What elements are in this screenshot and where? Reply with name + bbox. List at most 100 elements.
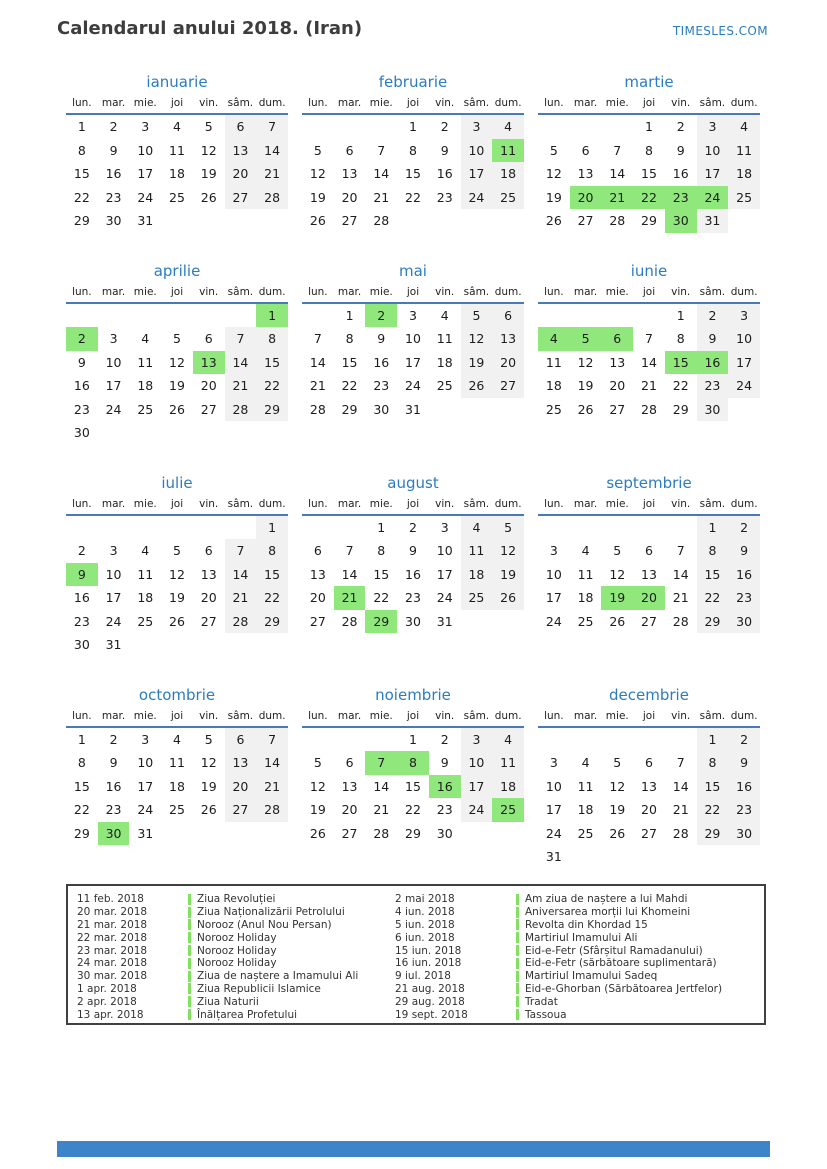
day-cell: 15 <box>256 350 288 374</box>
day-cell: 22 <box>672 378 689 393</box>
weekday-header: vin. <box>671 709 691 722</box>
day-cell: 18 <box>436 354 453 370</box>
day-cell: 7 <box>256 115 288 139</box>
day-cell: 27 <box>341 825 358 841</box>
weekday-header: mie. <box>369 497 393 510</box>
day-cell: 3 <box>440 519 449 535</box>
day-cell: 7 <box>377 142 386 158</box>
day-cell: 31 <box>405 401 421 417</box>
empty-cell <box>161 516 193 540</box>
day-cell: 4 <box>141 543 150 558</box>
holiday-marker-icon <box>516 932 519 944</box>
weekday-header: mar. <box>573 497 598 510</box>
day-cell: 24 <box>137 189 154 205</box>
day-cell: 10 <box>105 566 122 582</box>
day-cell: 8 <box>345 331 354 346</box>
holiday-day-cell: 13 <box>192 350 225 374</box>
weekday-header: vin. <box>671 285 691 298</box>
month-title: decembrie <box>609 685 689 704</box>
day-cell: 21 <box>641 378 657 393</box>
day-cell: 26 <box>200 189 217 205</box>
day-cell: 27 <box>641 825 657 841</box>
month-days: 1 2 3 4 5 6 7 8 9 10 11 12 13 14 15 16 17 18 19 20 21 22 23 24 2… <box>538 115 760 233</box>
legend-label: Ziua Revoluției <box>188 893 275 905</box>
weekday-header: mar. <box>101 709 126 722</box>
day-cell: 22 <box>73 189 90 205</box>
day-cell: 25 <box>436 378 453 393</box>
day-cell: 25 <box>728 185 760 209</box>
day-cell: 27 <box>224 798 257 822</box>
day-cell: 25 <box>137 613 154 629</box>
day-cell: 14 <box>224 350 257 374</box>
day-cell: 25 <box>492 185 524 209</box>
day-cell: 20 <box>341 802 358 817</box>
weekday-header: mie. <box>369 285 393 298</box>
weekday-header-row: lun. mar. mie. joi vin. sâm. dum. <box>302 709 524 728</box>
weekday-header: mie. <box>605 97 629 109</box>
day-cell: 26 <box>609 613 626 629</box>
day-cell: 30 <box>105 213 122 228</box>
weekday-header: mie. <box>133 497 157 510</box>
holiday-day-cell: 16 <box>696 350 729 374</box>
day-cell: 27 <box>224 185 257 209</box>
day-cell: 25 <box>545 401 562 417</box>
holiday-day-cell: 21 <box>601 185 634 209</box>
site-link[interactable]: TIMESLES.COM <box>672 24 768 38</box>
day-cell: 18 <box>169 778 185 794</box>
day-cell: 2 <box>440 119 449 134</box>
day-cell: 8 <box>676 331 685 346</box>
day-cell: 31 <box>137 825 154 841</box>
legend-holiday-name: Ziua de naștere a Imamului Ali <box>197 970 359 983</box>
weekday-header: sâm. <box>463 285 490 298</box>
day-cell: 13 <box>341 166 358 181</box>
empty-cell <box>66 516 98 540</box>
weekday-header: vin. <box>199 97 219 109</box>
day-cell: 21 <box>256 774 288 798</box>
legend-date: 11 feb. 2018 <box>77 893 144 906</box>
day-cell: 6 <box>581 142 590 158</box>
day-cell: 28 <box>256 185 288 209</box>
legend-holiday-name: Norooz Holiday <box>197 957 277 970</box>
day-cell: 4 <box>440 307 449 323</box>
holiday-day-cell: 25 <box>492 798 524 822</box>
day-cell: 13 <box>492 327 524 351</box>
day-cell: 28 <box>309 401 326 417</box>
empty-cell <box>302 516 334 540</box>
legend-item: 11 feb. 2018 Ziua Revoluției <box>77 893 395 906</box>
day-cell: 21 <box>373 802 390 817</box>
day-cell: 27 <box>200 401 217 417</box>
day-cell: 4 <box>728 115 760 139</box>
day-cell: 8 <box>77 142 86 158</box>
legend-holiday-name: Ziua Naționalizării Petrolului <box>197 906 345 919</box>
day-cell: 6 <box>645 755 653 770</box>
day-cell: 29 <box>256 397 288 421</box>
day-cell: 28 <box>641 401 657 417</box>
day-cell: 19 <box>577 378 594 393</box>
day-cell: 25 <box>577 825 594 841</box>
legend-label: Norooz (Anul Nou Persan) <box>188 919 332 931</box>
legend-label: Martiriul Imamului Ali <box>516 932 637 944</box>
day-cell: 16 <box>436 166 453 181</box>
weekday-header-row: lun. mar. mie. joi vin. sâm. dum. <box>66 96 288 115</box>
weekday-header: mar. <box>337 285 362 298</box>
day-cell: 22 <box>73 802 90 817</box>
day-cell: 1 <box>77 731 86 747</box>
day-cell: 10 <box>545 778 562 794</box>
day-cell: 7 <box>645 331 653 346</box>
day-cell: 26 <box>492 586 524 610</box>
day-cell: 28 <box>672 825 689 841</box>
legend-label: Ziua de naștere a Imamului Ali <box>188 970 358 982</box>
weekday-header: sâm. <box>227 97 254 109</box>
day-cell: 23 <box>373 378 390 393</box>
day-cell: 2 <box>109 731 118 747</box>
holiday-day-cell: 16 <box>428 774 461 798</box>
day-cell: 31 <box>105 637 122 652</box>
empty-cell <box>161 304 193 328</box>
legend-label: Am ziua de naștere a lui Mahdi <box>516 893 687 905</box>
legend-holiday-name: Norooz Holiday <box>197 931 277 944</box>
holiday-day-cell: 24 <box>696 185 729 209</box>
day-cell: 18 <box>460 562 493 586</box>
